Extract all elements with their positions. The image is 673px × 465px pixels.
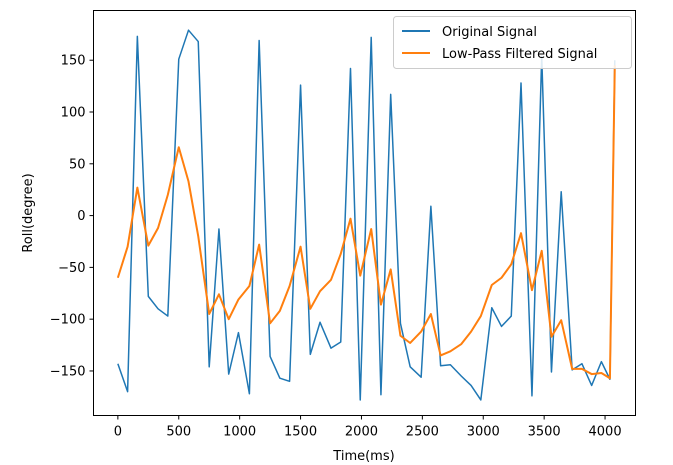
series-layer xyxy=(116,29,616,401)
legend: Original Signal Low-Pass Filtered Signal xyxy=(393,16,632,69)
legend-label-original-signal: Original Signal xyxy=(442,25,537,40)
y-tick-label: 0 xyxy=(77,209,85,224)
y-tick-label: 150 xyxy=(61,54,86,69)
legend-label-low-pass-filtered-signal: Low-Pass Filtered Signal xyxy=(442,47,597,62)
y-tick-label: −50 xyxy=(58,261,85,276)
y-tick-label: −100 xyxy=(50,313,86,328)
x-tick-label: 4000 xyxy=(589,425,622,440)
y-axis-label: Roll(degree) xyxy=(21,173,36,252)
x-axis-label: Time(ms) xyxy=(332,449,394,464)
x-tick-label: 500 xyxy=(166,425,191,440)
plot-area-frame xyxy=(93,10,636,416)
x-tick-label: 2500 xyxy=(406,425,439,440)
x-tick-label: 3500 xyxy=(528,425,561,440)
x-tick-label: 1500 xyxy=(284,425,317,440)
x-tick-label: 2000 xyxy=(345,425,378,440)
y-tick-label: 100 xyxy=(61,106,86,121)
x-tick-label: 3000 xyxy=(467,425,500,440)
legend-frame xyxy=(393,16,632,69)
y-tick-label: −150 xyxy=(50,364,86,379)
x-tick-label: 0 xyxy=(114,425,122,440)
series-line-original-signal xyxy=(117,29,616,401)
x-axis-ticks: 0 500 1000 1500 2000 2500 3000 3500 4000 xyxy=(114,415,622,440)
y-axis-ticks: −150 −100 −50 0 50 100 150 xyxy=(50,54,94,379)
y-tick-label: 50 xyxy=(69,157,86,172)
x-tick-label: 1000 xyxy=(223,425,256,440)
series-line-low-pass-filtered-signal xyxy=(116,65,616,380)
